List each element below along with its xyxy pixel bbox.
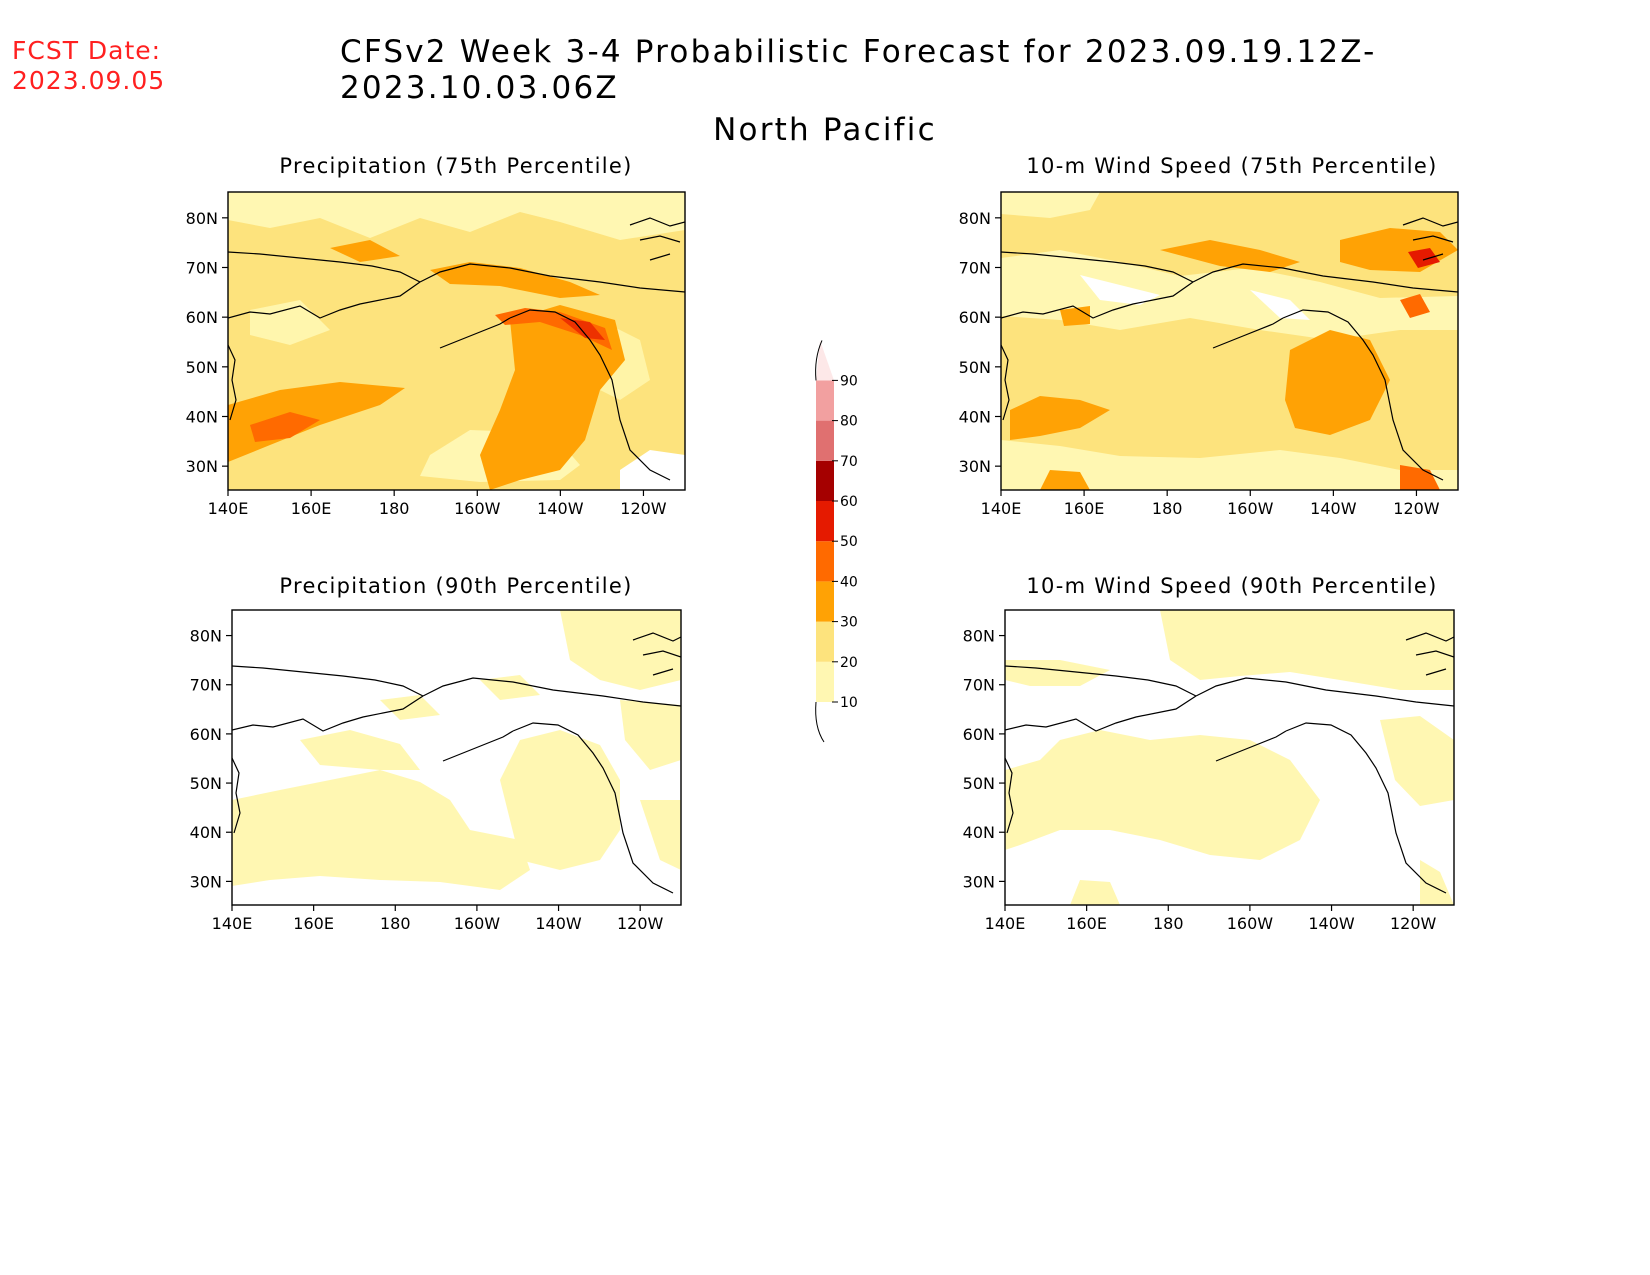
lat-tick-label: 60N [186,308,218,327]
colorbar-label: 40 [840,574,858,590]
lon-tick-label: 140W [537,499,584,518]
lon-tick-label: 180 [379,499,410,518]
lon-tick-label: 160W [1227,499,1274,518]
coastlines [228,217,685,481]
lat-tick-label: 80N [190,627,222,646]
lat-tick-label: 70N [190,676,222,695]
map-frame [1000,191,1459,491]
lat-tick-label: 40N [186,407,218,426]
colorbar-label: 50 [840,534,858,550]
precip-90-shading [232,610,681,905]
lat-tick-label: 70N [186,258,218,277]
lon-tick-label: 160E [293,914,334,933]
lat-tick-label: 70N [963,676,995,695]
lon-tick-label: 180 [1153,914,1184,933]
colorbar-label: 70 [840,454,858,470]
map-frame [227,191,686,491]
axes-labels: 140E 160E 180 160W 140W 120W 80N 70N 60N 50N 40N 30… [186,209,1440,933]
lon-tick-label: 120W [617,914,664,933]
colorbar-label: 20 [840,655,858,671]
lon-tick-label: 160W [1227,914,1274,933]
lon-tick-label: 160E [1066,914,1107,933]
map-frame [231,609,682,906]
wind-90-shading [1005,610,1454,905]
lat-tick-label: 60N [963,725,995,744]
colorbar-label: 80 [840,414,858,430]
lon-tick-label: 160E [1064,499,1105,518]
lon-tick-label: 120W [620,499,667,518]
lat-tick-label: 30N [963,872,995,891]
panel-title: 10-m Wind Speed (75th Percentile) [1026,154,1437,178]
page-title: CFSv2 Week 3-4 Probabilistic Forecast fo… [0,34,1650,148]
lat-tick-label: 30N [190,872,222,891]
colorbar-swatch [816,541,834,582]
colorbar-swatch [816,380,834,421]
lon-tick-label: 180 [1152,499,1183,518]
colorbar-swatch [816,420,834,461]
lat-tick-label: 70N [959,258,991,277]
lon-tick-label: 140W [1310,499,1357,518]
lat-tick-label: 60N [190,725,222,744]
colorbar-swatch [816,621,834,662]
map-frame [1004,609,1455,906]
lat-tick-label: 50N [959,358,991,377]
lon-tick-label: 140E [985,914,1026,933]
colorbar-label: 30 [840,615,858,631]
lon-tick-label: 160E [291,499,332,518]
lat-tick-label: 40N [959,407,991,426]
colorbar: 10 20 30 40 50 60 70 80 90 [815,340,858,743]
lon-tick-label: 140W [535,914,582,933]
panel-wind-90: 10-m Wind Speed (90th Percentile) [1004,574,1455,906]
forecast-date-label: FCST Date: 2023.09.05 [12,36,165,96]
lon-tick-label: 140E [212,914,253,933]
panel-wind-75: 10-m Wind Speed (75th Percentile) [1000,154,1459,491]
lon-tick-label: 120W [1390,914,1437,933]
lat-tick-label: 80N [963,627,995,646]
colorbar-label: 10 [840,695,858,711]
panel-title: Precipitation (90th Percentile) [279,574,632,598]
lon-tick-label: 140W [1308,914,1355,933]
fcst-date-caption: FCST Date: [12,36,162,65]
lon-tick-label: 120W [1393,499,1440,518]
lat-tick-label: 30N [186,457,218,476]
colorbar-swatch [816,661,834,702]
colorbar-swatch [816,501,834,542]
fcst-date-value: 2023.09.05 [12,66,166,95]
lon-tick-label: 160W [454,499,501,518]
lat-tick-label: 80N [186,209,218,228]
lon-tick-label: 160W [454,914,501,933]
lat-tick-label: 40N [963,823,995,842]
lat-tick-label: 40N [190,823,222,842]
lon-tick-label: 140E [208,499,249,518]
lat-tick-label: 50N [190,774,222,793]
colorbar-label: 90 [840,373,858,389]
lon-tick-label: 140E [981,499,1022,518]
lat-tick-label: 50N [963,774,995,793]
lat-tick-label: 60N [959,308,991,327]
panel-title: Precipitation (75th Percentile) [279,154,632,178]
region-subtitle: North Pacific [713,112,937,148]
coastlines [1005,632,1454,894]
colorbar-swatch [816,340,834,381]
lat-tick-label: 50N [186,358,218,377]
panel-precip-75: Precipitation (75th Percentile) [227,154,686,491]
coastlines [1001,217,1458,481]
panel-precip-90: Precipitation (90th Percentile) [231,574,682,906]
colorbar-swatch [816,581,834,622]
lon-tick-label: 180 [380,914,411,933]
colorbar-label: 60 [840,494,858,510]
coastlines [232,632,681,894]
main-title: CFSv2 Week 3-4 Probabilistic Forecast fo… [340,34,1377,106]
lat-tick-label: 80N [959,209,991,228]
colorbar-swatch [816,460,834,501]
lat-tick-label: 30N [959,457,991,476]
panel-title: 10-m Wind Speed (90th Percentile) [1026,574,1437,598]
